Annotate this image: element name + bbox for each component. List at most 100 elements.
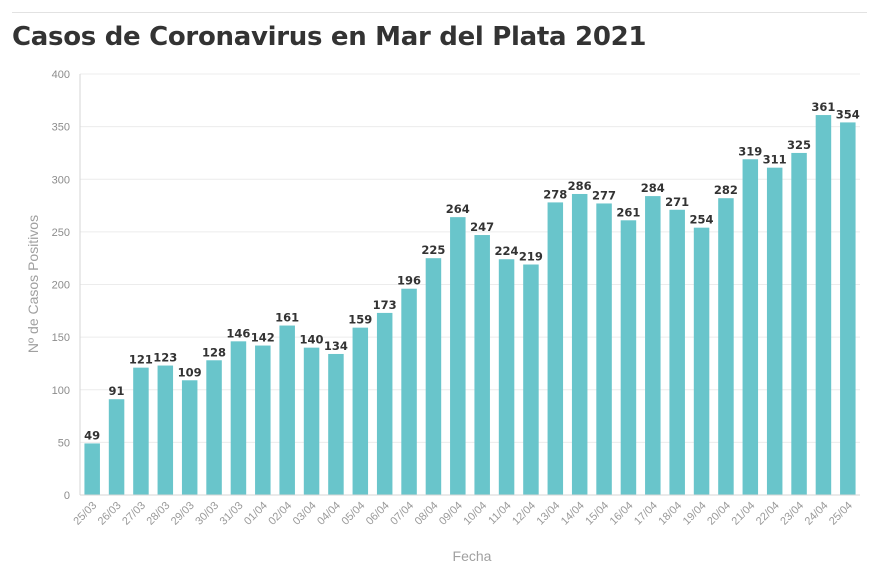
- x-tick-label: 21/04: [729, 500, 757, 528]
- data-label: 224: [495, 244, 519, 258]
- x-tick-label: 27/03: [120, 500, 148, 528]
- y-tick-label: 250: [52, 227, 70, 239]
- x-tick-label: 20/04: [705, 500, 733, 528]
- x-tick-label: 03/04: [291, 500, 319, 528]
- y-tick-label: 350: [52, 122, 70, 134]
- data-label: 121: [129, 353, 153, 367]
- data-label: 173: [373, 298, 397, 312]
- bar: [693, 227, 710, 496]
- bar: [230, 341, 247, 495]
- data-label: 142: [251, 331, 275, 345]
- data-label: 134: [324, 339, 348, 353]
- bar: [133, 367, 149, 495]
- data-label: 146: [226, 326, 250, 340]
- x-tick-label: 07/04: [388, 500, 416, 528]
- bar: [669, 209, 685, 495]
- x-tick-label: 25/04: [827, 500, 855, 528]
- data-label: 140: [300, 333, 324, 347]
- x-axis-label: Fecha: [453, 548, 492, 564]
- data-label: 225: [421, 243, 445, 257]
- bar: [108, 399, 125, 495]
- x-tick-label: 01/04: [242, 500, 270, 528]
- bar: [181, 380, 198, 495]
- data-label: 254: [690, 213, 714, 227]
- data-label: 91: [109, 384, 125, 398]
- y-tick-label: 150: [52, 332, 70, 344]
- bar: [791, 152, 807, 495]
- y-axis-label: Nº de Casos Positivos: [25, 215, 41, 353]
- x-tick-label: 16/04: [608, 500, 636, 528]
- data-label: 196: [397, 274, 421, 288]
- bar: [523, 264, 539, 495]
- data-label: 319: [738, 144, 762, 158]
- bar: [157, 365, 174, 495]
- bar: [255, 345, 271, 495]
- x-tick-label: 22/04: [754, 500, 782, 528]
- y-axis-ticks: 0 50 100 150 200 250 300 350 400: [52, 69, 70, 502]
- bar: [84, 443, 100, 495]
- bar: [840, 122, 856, 495]
- x-tick-label: 24/04: [803, 500, 831, 528]
- x-tick-label: 31/03: [218, 500, 246, 528]
- data-label: 49: [84, 428, 100, 442]
- bar: [401, 288, 417, 495]
- x-tick-label: 25/03: [71, 500, 99, 528]
- data-label: 278: [543, 187, 567, 201]
- x-tick-label: 14/04: [559, 500, 587, 528]
- x-tick-label: 10/04: [461, 500, 489, 528]
- x-tick-label: 06/04: [364, 500, 392, 528]
- bar: [718, 198, 734, 495]
- x-tick-label: 09/04: [437, 500, 465, 528]
- bar: [571, 193, 588, 496]
- bar: [352, 327, 369, 495]
- data-label: 311: [763, 153, 787, 167]
- data-label: 261: [616, 205, 640, 219]
- x-tick-label: 05/04: [339, 500, 367, 528]
- x-tick-label: 29/03: [169, 500, 197, 528]
- bar: [547, 202, 564, 495]
- bar: [815, 115, 832, 496]
- bar: [450, 217, 466, 495]
- x-axis-ticks: 25/0326/0327/0328/0329/0330/0331/0301/04…: [71, 500, 855, 528]
- x-tick-label: 12/04: [510, 500, 538, 528]
- y-tick-label: 400: [52, 69, 70, 81]
- y-tick-label: 0: [64, 490, 70, 502]
- y-tick-label: 300: [52, 174, 70, 186]
- data-label: 161: [275, 311, 299, 325]
- data-label: 271: [665, 195, 689, 209]
- data-label: 361: [811, 100, 835, 114]
- bar: [596, 203, 612, 495]
- x-tick-label: 15/04: [583, 500, 611, 528]
- bar: [303, 347, 320, 495]
- data-label: 123: [153, 351, 177, 365]
- y-tick-label: 50: [58, 437, 70, 449]
- x-tick-label: 13/04: [534, 500, 562, 528]
- data-label: 264: [446, 202, 470, 216]
- bar: [279, 325, 295, 495]
- bar: [328, 353, 344, 495]
- bar: [474, 235, 490, 495]
- data-label: 282: [714, 183, 738, 197]
- bar: [206, 360, 222, 495]
- x-tick-label: 02/04: [266, 500, 294, 528]
- bars: [84, 115, 856, 496]
- x-tick-label: 18/04: [656, 500, 684, 528]
- x-tick-label: 11/04: [486, 500, 513, 527]
- bar: [425, 258, 442, 495]
- x-tick-label: 26/03: [96, 500, 124, 528]
- data-label: 277: [592, 188, 616, 202]
- bar: [766, 167, 783, 496]
- bar: [645, 196, 661, 495]
- data-label: 284: [641, 181, 665, 195]
- bar: [376, 312, 393, 495]
- data-label: 247: [470, 220, 494, 234]
- data-label: 325: [787, 138, 811, 152]
- data-label: 109: [178, 365, 202, 379]
- x-tick-label: 17/04: [632, 500, 660, 528]
- bar: [498, 259, 515, 495]
- x-tick-label: 28/03: [144, 500, 172, 528]
- chart-title: Casos de Coronavirus en Mar del Plata 20…: [12, 22, 647, 52]
- top-divider: [12, 12, 867, 13]
